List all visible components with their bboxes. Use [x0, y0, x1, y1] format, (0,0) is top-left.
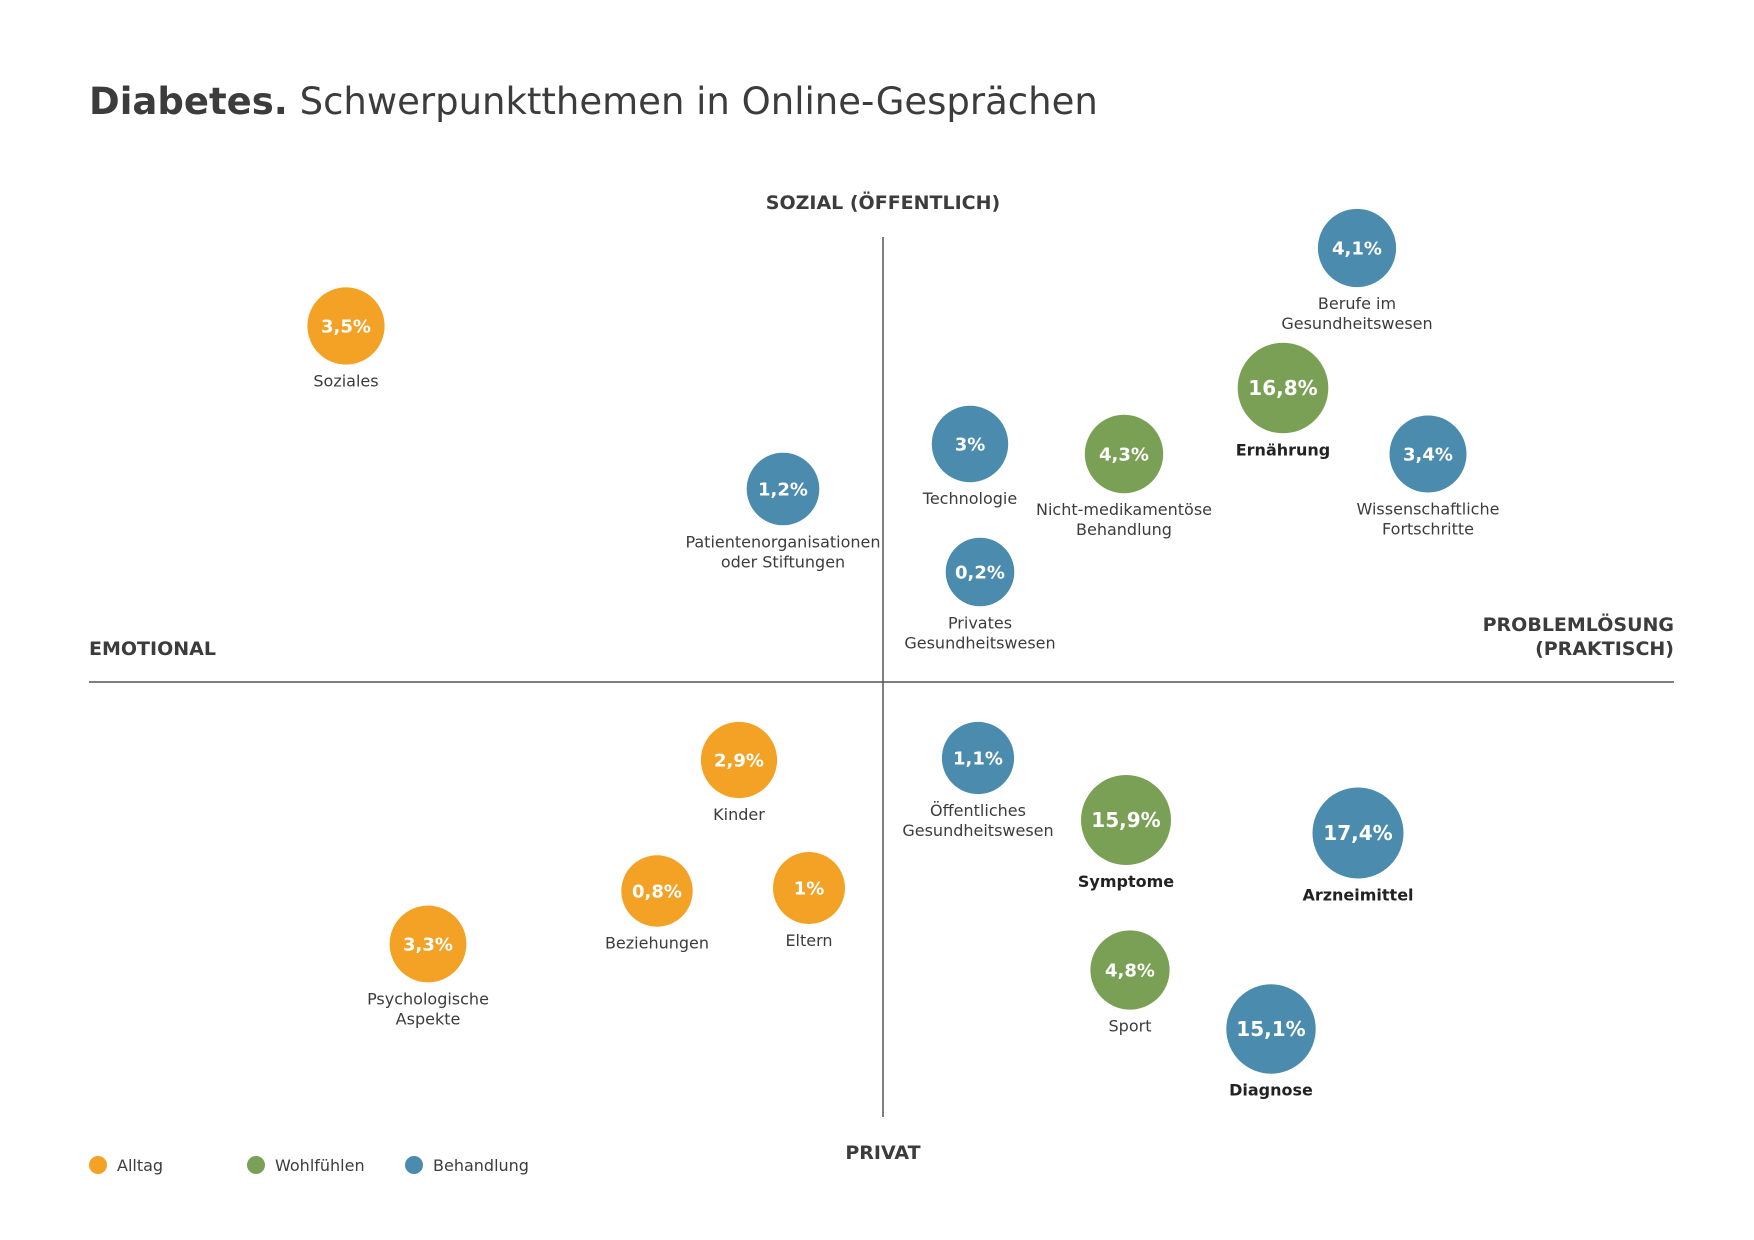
bubble-label: Öffentliches: [930, 801, 1026, 820]
bubble-circle: [1312, 787, 1404, 879]
bubble-value: 3,3%: [403, 934, 453, 955]
legend-dot-alltag: [89, 1156, 107, 1174]
bubble-label: Beziehungen: [605, 934, 709, 953]
bubble-label: Patientenorganisationen: [685, 532, 880, 551]
bubble-circle: [1084, 414, 1164, 494]
bubble-value: 0,2%: [955, 562, 1005, 583]
bubble-label: Technologie: [922, 489, 1017, 508]
bubble-value: 2,9%: [714, 750, 764, 771]
bubble-circle: [931, 405, 1009, 483]
bubble-label: Aspekte: [396, 1009, 461, 1028]
bubble-1: 3,5% Soziales: [307, 287, 385, 391]
bubble-11: 17,4% Arzneimittel: [1302, 787, 1414, 905]
bubble-value: 1,1%: [953, 748, 1003, 769]
bubble-label: Ernährung: [1236, 440, 1331, 459]
bubble-circle: [389, 905, 467, 983]
bubble-value: 4,3%: [1099, 444, 1149, 465]
bubble-label: Behandlung: [1076, 520, 1172, 539]
bubble-label: Gesundheitswesen: [1281, 314, 1432, 333]
bubble-16: 15,1% Diagnose: [1226, 984, 1316, 1100]
bubble-12: 0,8% Beziehungen: [605, 855, 709, 953]
legend: Alltag Wohlfühlen Behandlung: [89, 1156, 529, 1175]
bubble-circle: [1090, 930, 1170, 1010]
bubbles-group: 4,1%Berufe imGesundheitswesen3,5%Soziale…: [307, 208, 1500, 1100]
chart-title-rest: Schwerpunktthemen in Online-Gesprächen: [299, 80, 1098, 123]
bubble-15: 4,8% Sport: [1090, 930, 1170, 1036]
legend-dot-behandlung: [405, 1156, 423, 1174]
bubble-circle: [1226, 984, 1316, 1074]
legend-label-wohlfuehlen: Wohlfühlen: [275, 1156, 365, 1175]
axis-label-bottom: PRIVAT: [845, 1142, 920, 1164]
bubble-circle: [773, 852, 845, 924]
bubble-circle: [945, 537, 1015, 607]
bubble-circle: [1081, 775, 1171, 865]
bubble-circle: [1317, 208, 1397, 288]
bubble-circle: [746, 452, 820, 526]
axis-label-left: EMOTIONAL: [89, 638, 216, 660]
bubble-value: 3,4%: [1403, 444, 1453, 465]
bubble-label: Soziales: [313, 372, 378, 391]
bubble-label: Psychologische: [367, 989, 489, 1008]
bubble-label: Arzneimittel: [1302, 886, 1413, 905]
bubble-value: 1%: [794, 878, 825, 899]
bubble-label: Berufe im: [1318, 294, 1396, 313]
bubble-circle: [700, 721, 778, 799]
bubble-circle: [307, 287, 385, 365]
bubble-label: Diagnose: [1229, 1081, 1313, 1100]
bubble-2: 16,8% Ernährung: [1236, 342, 1331, 459]
bubble-label: Gesundheitswesen: [902, 821, 1053, 840]
bubble-label: Sport: [1109, 1017, 1152, 1036]
bubble-8: 2,9% Kinder: [700, 721, 778, 824]
bubble-value: 0,8%: [632, 881, 682, 902]
bubble-label: Kinder: [713, 805, 765, 824]
bubble-value: 3,5%: [321, 316, 371, 337]
bubble-value: 1,2%: [758, 479, 808, 500]
bubble-value: 3%: [955, 434, 986, 455]
bubble-value: 16,8%: [1248, 376, 1317, 400]
chart-title-bold: Diabetes.: [89, 80, 288, 123]
bubble-label: Nicht-medikamentöse: [1036, 500, 1212, 519]
legend-dot-wohlfuehlen: [247, 1156, 265, 1174]
bubble-label: oder Stiftungen: [721, 552, 845, 571]
bubble-value: 4,1%: [1332, 238, 1382, 259]
bubble-label: Wissenschaftliche: [1357, 500, 1500, 519]
axis-label-top: SOZIAL (ÖFFENTLICH): [766, 190, 1000, 214]
bubble-value: 15,1%: [1236, 1017, 1305, 1041]
bubble-label: Symptome: [1078, 872, 1174, 891]
bubble-value: 15,9%: [1091, 808, 1160, 832]
bubble-value: 4,8%: [1105, 960, 1155, 981]
bubble-10: 15,9% Symptome: [1078, 775, 1174, 891]
legend-label-behandlung: Behandlung: [433, 1156, 529, 1175]
bubble-label: Eltern: [785, 931, 832, 950]
bubble-3: 3% Technologie: [922, 405, 1017, 508]
bubble-label: Fortschritte: [1382, 520, 1474, 539]
legend-label-alltag: Alltag: [117, 1156, 163, 1175]
bubble-label: Gesundheitswesen: [904, 633, 1055, 652]
axis-label-right-line2: (PRAKTISCH): [1535, 638, 1674, 660]
bubble-13: 1% Eltern: [773, 852, 845, 950]
axis-label-right-line1: PROBLEMLÖSUNG: [1483, 612, 1674, 636]
bubble-circle: [941, 721, 1015, 795]
bubble-label: Privates: [948, 613, 1012, 632]
bubble-circle: [1389, 415, 1467, 493]
bubble-circle: [1237, 342, 1329, 434]
bubble-circle: [621, 855, 693, 927]
bubble-value: 17,4%: [1323, 821, 1392, 845]
chart-title: Diabetes. Schwerpunktthemen in Online-Ge…: [89, 80, 1098, 123]
